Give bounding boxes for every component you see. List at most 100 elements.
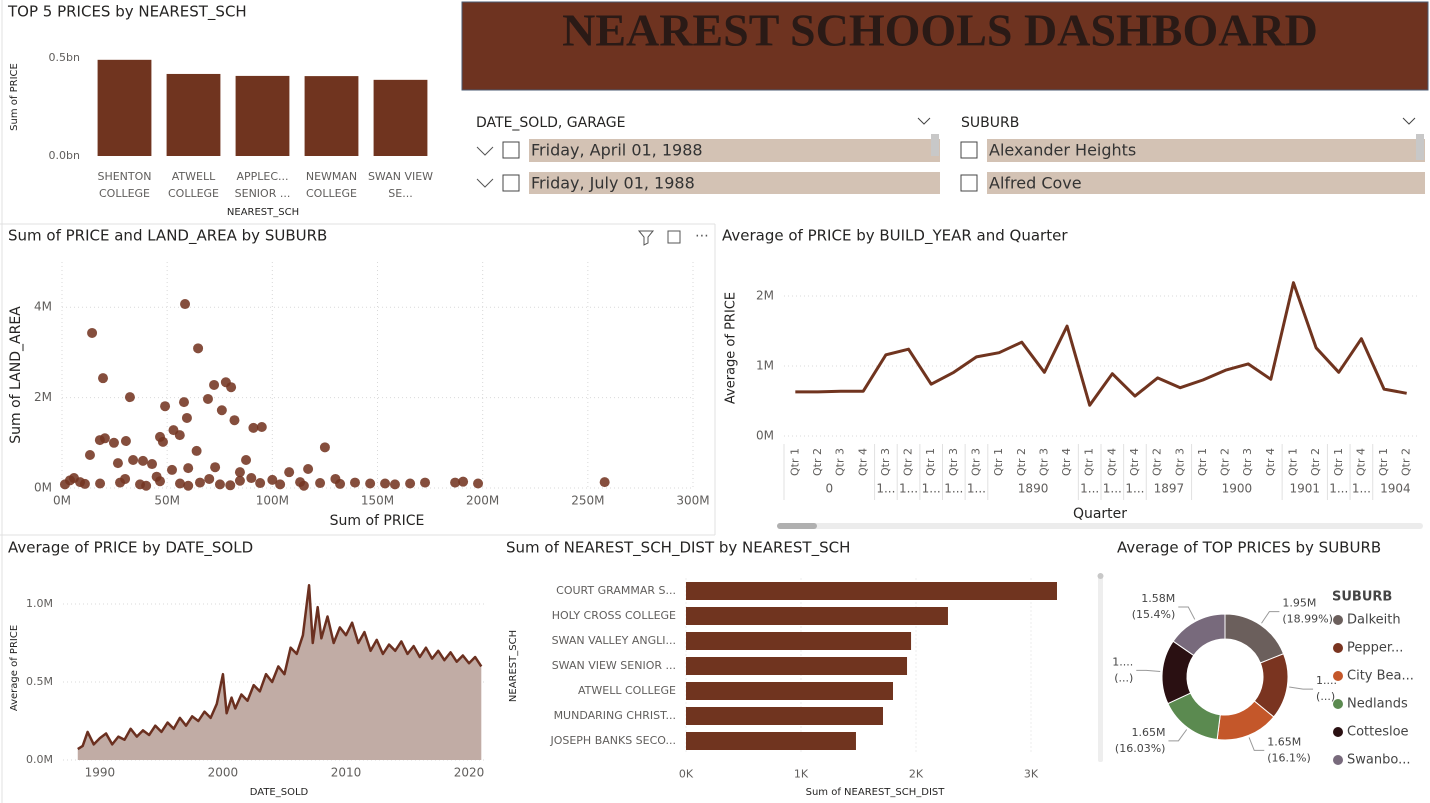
x-tick-label: Qtr 4 — [1128, 448, 1141, 476]
x-group-label: 1900 — [1222, 482, 1253, 496]
x-tick-label: NEWMAN COLLEGE — [305, 170, 358, 200]
expand-icon[interactable] — [476, 146, 494, 156]
x-tick-label: SWAN VIEW SE... — [367, 170, 434, 200]
point — [284, 467, 295, 478]
point — [180, 299, 191, 310]
point — [303, 464, 314, 475]
data-label: 1.95M — [1282, 597, 1316, 610]
x-tick-label: Qtr 3 — [947, 448, 960, 476]
focus-icon[interactable] — [667, 230, 681, 244]
y-tick-label: SWAN VIEW SENIOR ... — [552, 659, 676, 672]
chart-title: TOP 5 PRICES by NEAREST_SCH — [7, 3, 247, 22]
point — [160, 401, 171, 412]
slicer-item[interactable]: Friday, July 01, 1988 — [531, 174, 695, 193]
scroll-thumb[interactable] — [931, 134, 939, 156]
x-group-label: 0 — [825, 482, 833, 496]
x-tick-label: Qtr 2 — [1015, 448, 1028, 476]
y-tick-label: 0.0M — [26, 753, 53, 766]
x-group-label: 1904 — [1380, 482, 1411, 496]
slicer-header: DATE_SOLD, GARAGE — [476, 115, 625, 131]
x-tick-label: Qtr 3 — [1173, 448, 1186, 476]
x-tick-label: Qtr 1 — [992, 448, 1005, 476]
slicer-chevron[interactable] — [917, 117, 931, 125]
x-group-label: 1... — [944, 482, 963, 496]
x-tick-label: 250M — [571, 494, 604, 508]
x-axis-title: Sum of PRICE — [330, 513, 425, 529]
point — [225, 480, 236, 491]
x-tick-label: Qtr 1 — [1377, 448, 1390, 476]
legend-marker — [1333, 727, 1343, 737]
slicer-item-bg — [529, 172, 940, 194]
x-tick-label: Qtr 1 — [788, 448, 801, 476]
bar — [373, 79, 428, 156]
x-group-label: 1... — [1352, 482, 1371, 496]
point — [120, 473, 131, 484]
point — [210, 462, 221, 473]
label-box: ATWELL COLLEGE — [167, 170, 220, 200]
checkbox[interactable] — [502, 141, 520, 159]
legend-label: Swanbo... — [1347, 753, 1410, 768]
x-tick-label: Qtr 3 — [969, 448, 982, 476]
point — [202, 393, 213, 404]
x-tick-label: 300M — [676, 494, 709, 508]
legend-marker — [1333, 643, 1343, 653]
slicer-item[interactable]: Alexander Heights — [989, 141, 1136, 160]
checkbox[interactable] — [502, 174, 520, 192]
slicer-item[interactable]: Friday, April 01, 1988 — [531, 141, 703, 160]
point — [94, 435, 105, 446]
point — [298, 480, 309, 491]
y-tick-label: HOLY CROSS COLLEGE — [552, 609, 676, 622]
y-tick-label: 0.5bn — [49, 51, 80, 64]
point — [98, 373, 109, 384]
data-label: (15.4%) — [1132, 608, 1176, 621]
point — [229, 415, 240, 426]
slicer-header: SUBURB — [961, 115, 1019, 131]
point — [256, 421, 267, 432]
scrollbar-track[interactable] — [1098, 574, 1103, 762]
x-axis-title: NEAREST_SCH — [227, 207, 299, 218]
filter-icon[interactable] — [637, 230, 655, 246]
y-tick-label: 0M — [756, 429, 774, 443]
legend-label: Dalkeith — [1347, 613, 1401, 628]
x-tick-label: 2020 — [454, 766, 485, 780]
more-options[interactable]: ⋯ — [695, 228, 709, 244]
slicer-chevron[interactable] — [1402, 117, 1416, 125]
x-tick-label: Qtr 2 — [1400, 448, 1413, 476]
point — [183, 480, 194, 491]
data-label: 1.65M — [1131, 726, 1165, 739]
x-tick-label: ATWELL COLLEGE — [167, 170, 220, 200]
x-tick-label: 1K — [794, 768, 809, 781]
bar — [686, 707, 883, 725]
point — [178, 397, 189, 408]
point — [181, 412, 192, 423]
x-axis-title: DATE_SOLD — [250, 787, 309, 798]
slicer-item[interactable]: Alfred Cove — [989, 174, 1082, 193]
x-tick-label: Qtr 3 — [879, 448, 892, 476]
leader-line — [1168, 729, 1188, 742]
point — [241, 454, 252, 465]
point — [112, 458, 123, 469]
x-tick-label: Qtr 4 — [1105, 448, 1118, 476]
y-tick-label: JOSEPH BANKS SECO... — [549, 734, 676, 747]
scrollbar-thumb[interactable] — [777, 523, 817, 529]
point — [174, 478, 185, 489]
bar — [686, 607, 948, 625]
x-tick-label: Qtr 3 — [1037, 448, 1050, 476]
line — [795, 281, 1407, 407]
slicer-item-bg — [987, 139, 1425, 162]
leader-line — [1248, 737, 1265, 751]
x-tick-label: Qtr 4 — [856, 448, 869, 476]
scrollbar-thumb[interactable] — [1097, 573, 1104, 579]
x-tick-label: Qtr 4 — [1264, 448, 1277, 476]
checkbox[interactable] — [960, 141, 978, 159]
y-axis-title: NEAREST_SCH — [508, 630, 519, 702]
checkbox[interactable] — [960, 174, 978, 192]
expand-icon[interactable] — [476, 178, 494, 188]
legend-label: Pepper... — [1347, 641, 1403, 656]
leader-line — [1178, 606, 1196, 620]
label-box: SWAN VIEW SE... — [367, 170, 434, 200]
scrollbar-track[interactable] — [777, 523, 1423, 529]
line — [77, 584, 483, 751]
scroll-thumb[interactable] — [1416, 134, 1424, 160]
label-box: APPLEC... SENIOR ... — [235, 170, 291, 200]
